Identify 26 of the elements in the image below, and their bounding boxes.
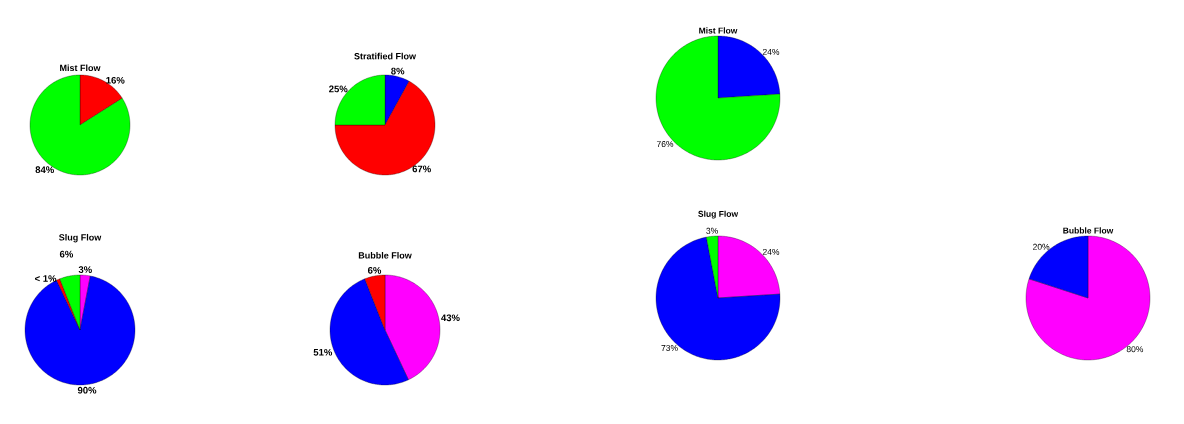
data-label: 6% xyxy=(59,250,74,258)
data-label: 76% xyxy=(656,141,674,148)
data-label: 51% xyxy=(313,348,333,356)
data-label: < 1% xyxy=(35,275,57,282)
chart-title: Stratified Flow xyxy=(354,52,417,60)
chart-title: Mist Flow xyxy=(699,27,738,34)
data-label: 16% xyxy=(106,76,125,84)
data-label: 8% xyxy=(391,67,405,75)
data-label: 3% xyxy=(706,227,718,234)
data-label: 6% xyxy=(367,266,382,274)
chart-title: Slug Flow xyxy=(59,233,102,243)
chart-title: Mist Flow xyxy=(60,64,101,72)
data-label: 3% xyxy=(78,266,92,273)
chart-title: Bubble Flow xyxy=(1063,227,1114,234)
data-label: 24% xyxy=(762,48,780,55)
data-label: 90% xyxy=(77,386,97,394)
data-label: 67% xyxy=(412,165,431,173)
chart-title: Bubble Flow xyxy=(358,251,412,259)
data-label: 84% xyxy=(35,166,54,174)
data-label: 25% xyxy=(329,85,348,93)
data-label: 24% xyxy=(762,248,780,255)
data-label: 43% xyxy=(441,314,460,322)
chart-title: Slug Flow xyxy=(698,210,739,219)
data-label: 73% xyxy=(661,344,678,351)
data-label: 20% xyxy=(1033,243,1050,250)
data-label: 80% xyxy=(1126,346,1144,353)
